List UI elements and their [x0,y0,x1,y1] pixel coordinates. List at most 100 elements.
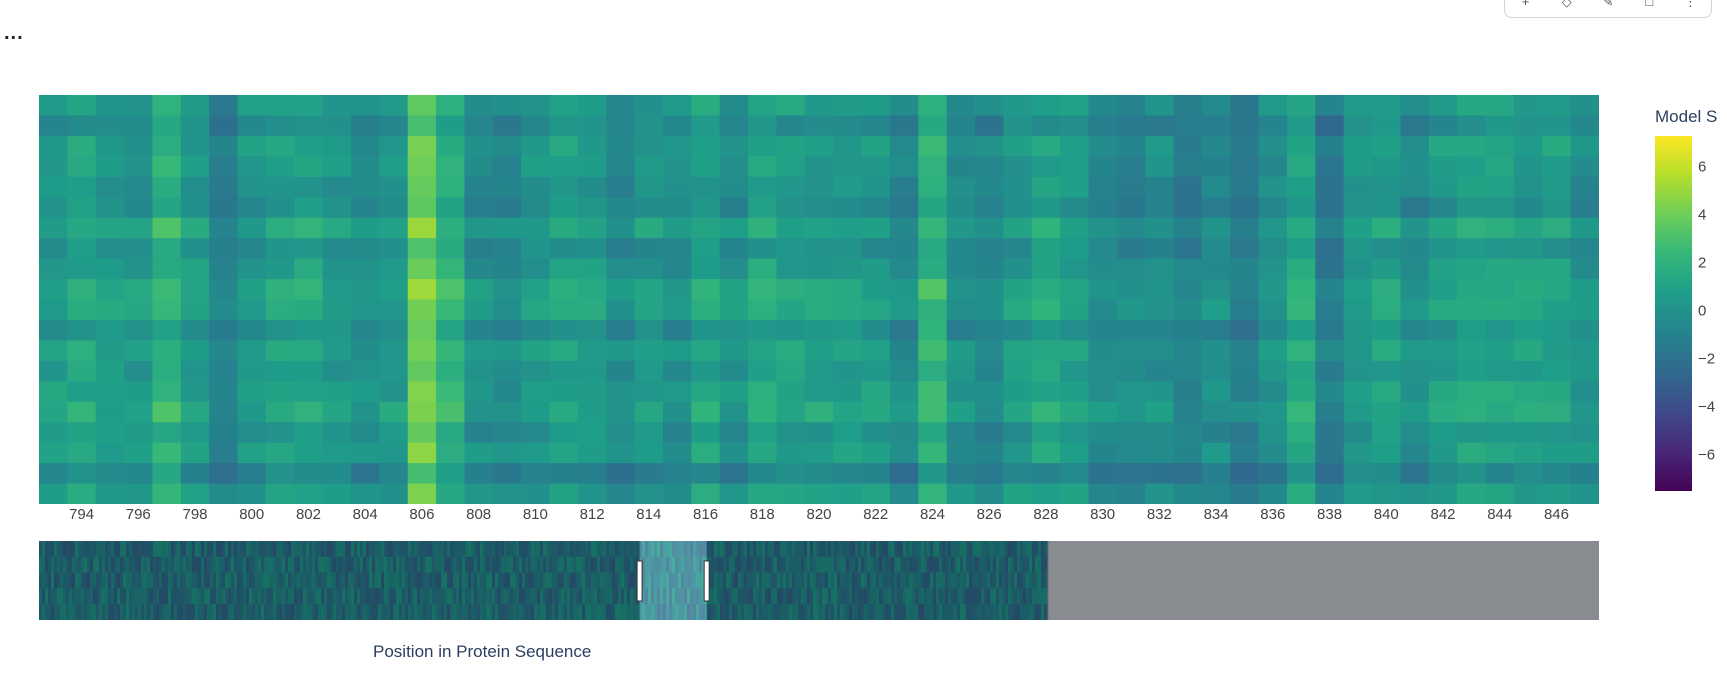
heatmap-cell[interactable] [294,135,324,157]
heatmap-cell[interactable] [634,381,664,403]
heatmap-cell[interactable] [946,401,976,423]
heatmap-cell[interactable] [1031,401,1061,423]
heatmap-cell[interactable] [436,319,465,341]
heatmap-cell[interactable] [407,176,437,198]
heatmap-cell[interactable] [691,135,721,157]
heatmap-cell[interactable] [322,463,352,485]
heatmap-cell[interactable] [1315,115,1345,137]
heatmap-cell[interactable] [1457,463,1487,485]
heatmap-cell[interactable] [861,483,891,504]
heatmap-cell[interactable] [1372,217,1401,239]
heatmap-cell[interactable] [1315,340,1345,362]
heatmap-cell[interactable] [1060,95,1089,116]
heatmap-cell[interactable] [1428,95,1458,116]
heatmap-cell[interactable] [663,156,692,178]
heatmap-cell[interactable] [719,340,749,362]
heatmap-cell[interactable] [351,258,380,280]
heatmap-cell[interactable] [719,299,749,321]
heatmap-cell[interactable] [1287,156,1316,178]
heatmap-cell[interactable] [1031,483,1061,504]
heatmap-cell[interactable] [748,360,777,382]
heatmap-cell[interactable] [294,197,324,219]
heatmap-cell[interactable] [492,197,522,219]
heatmap-cell[interactable] [606,422,636,444]
heatmap-cell[interactable] [351,156,380,178]
heatmap-cell[interactable] [1372,95,1401,116]
heatmap-cell[interactable] [265,422,295,444]
heatmap-cell[interactable] [464,238,494,260]
heatmap-cell[interactable] [180,442,210,464]
heatmap-cell[interactable] [549,115,579,137]
heatmap-cell[interactable] [1315,381,1345,403]
heatmap-cell[interactable] [861,217,891,239]
heatmap-cell[interactable] [1060,135,1089,157]
heatmap-cell[interactable] [237,360,267,382]
heatmap-cell[interactable] [1003,299,1033,321]
heatmap-cell[interactable] [1003,319,1033,341]
heatmap-cell[interactable] [1173,442,1203,464]
heatmap-cell[interactable] [152,483,182,504]
heatmap-cell[interactable] [1031,360,1061,382]
heatmap-cell[interactable] [748,176,777,198]
heatmap-cell[interactable] [1173,381,1203,403]
heatmap-cell[interactable] [1088,217,1118,239]
heatmap-cell[interactable] [1116,319,1146,341]
heatmap-cell[interactable] [1570,197,1599,219]
heatmap-cell[interactable] [719,319,749,341]
heatmap-cell[interactable] [1542,238,1572,260]
heatmap-cell[interactable] [577,238,607,260]
heatmap-cell[interactable] [67,442,97,464]
heatmap-cell[interactable] [861,258,891,280]
heatmap-cell[interactable] [209,279,239,300]
heatmap-cell[interactable] [1145,279,1175,300]
heatmap-cell[interactable] [776,238,806,260]
heatmap-cell[interactable] [436,340,465,362]
heatmap-cell[interactable] [67,115,97,137]
heatmap-cell[interactable] [436,258,465,280]
heatmap-cell[interactable] [1116,483,1146,504]
heatmap-cell[interactable] [577,381,607,403]
heatmap-cell[interactable] [1428,176,1458,198]
heatmap-cell[interactable] [1513,156,1543,178]
heatmap-cell[interactable] [180,156,210,178]
heatmap-cell[interactable] [95,381,125,403]
heatmap-cell[interactable] [492,483,522,504]
heatmap-cell[interactable] [1003,135,1033,157]
heatmap-cell[interactable] [804,360,834,382]
heatmap-cell[interactable] [1570,360,1599,382]
heatmap-cell[interactable] [1201,258,1231,280]
heatmap-cell[interactable] [1088,422,1118,444]
heatmap-cell[interactable] [209,115,239,137]
heatmap-cell[interactable] [1060,115,1089,137]
heatmap-cell[interactable] [975,115,1004,137]
heatmap-cell[interactable] [719,258,749,280]
heatmap-cell[interactable] [577,422,607,444]
heatmap-cell[interactable] [1428,156,1458,178]
heatmap-cell[interactable] [124,483,153,504]
heatmap-cell[interactable] [265,381,295,403]
heatmap-cell[interactable] [351,95,380,116]
heatmap-cell[interactable] [1400,463,1430,485]
heatmap-cell[interactable] [124,176,153,198]
heatmap-cell[interactable] [606,401,636,423]
heatmap-cell[interactable] [294,463,324,485]
heatmap-cell[interactable] [1230,176,1260,198]
heatmap-cell[interactable] [577,401,607,423]
heatmap-cell[interactable] [124,401,153,423]
heatmap-cell[interactable] [521,156,551,178]
heatmap-cell[interactable] [1258,360,1288,382]
heatmap-cell[interactable] [1513,135,1543,157]
heatmap-cell[interactable] [294,442,324,464]
heatmap-cell[interactable] [776,95,806,116]
heatmap-cell[interactable] [407,463,437,485]
heatmap-cell[interactable] [1116,115,1146,137]
heatmap-cell[interactable] [1372,381,1401,403]
heatmap-cell[interactable] [577,197,607,219]
heatmap-cell[interactable] [1570,340,1599,362]
heatmap-cell[interactable] [1372,422,1401,444]
heatmap-cell[interactable] [577,176,607,198]
heatmap-cell[interactable] [549,258,579,280]
heatmap-cell[interactable] [492,381,522,403]
heatmap-cell[interactable] [1513,197,1543,219]
heatmap-cell[interactable] [1485,340,1515,362]
